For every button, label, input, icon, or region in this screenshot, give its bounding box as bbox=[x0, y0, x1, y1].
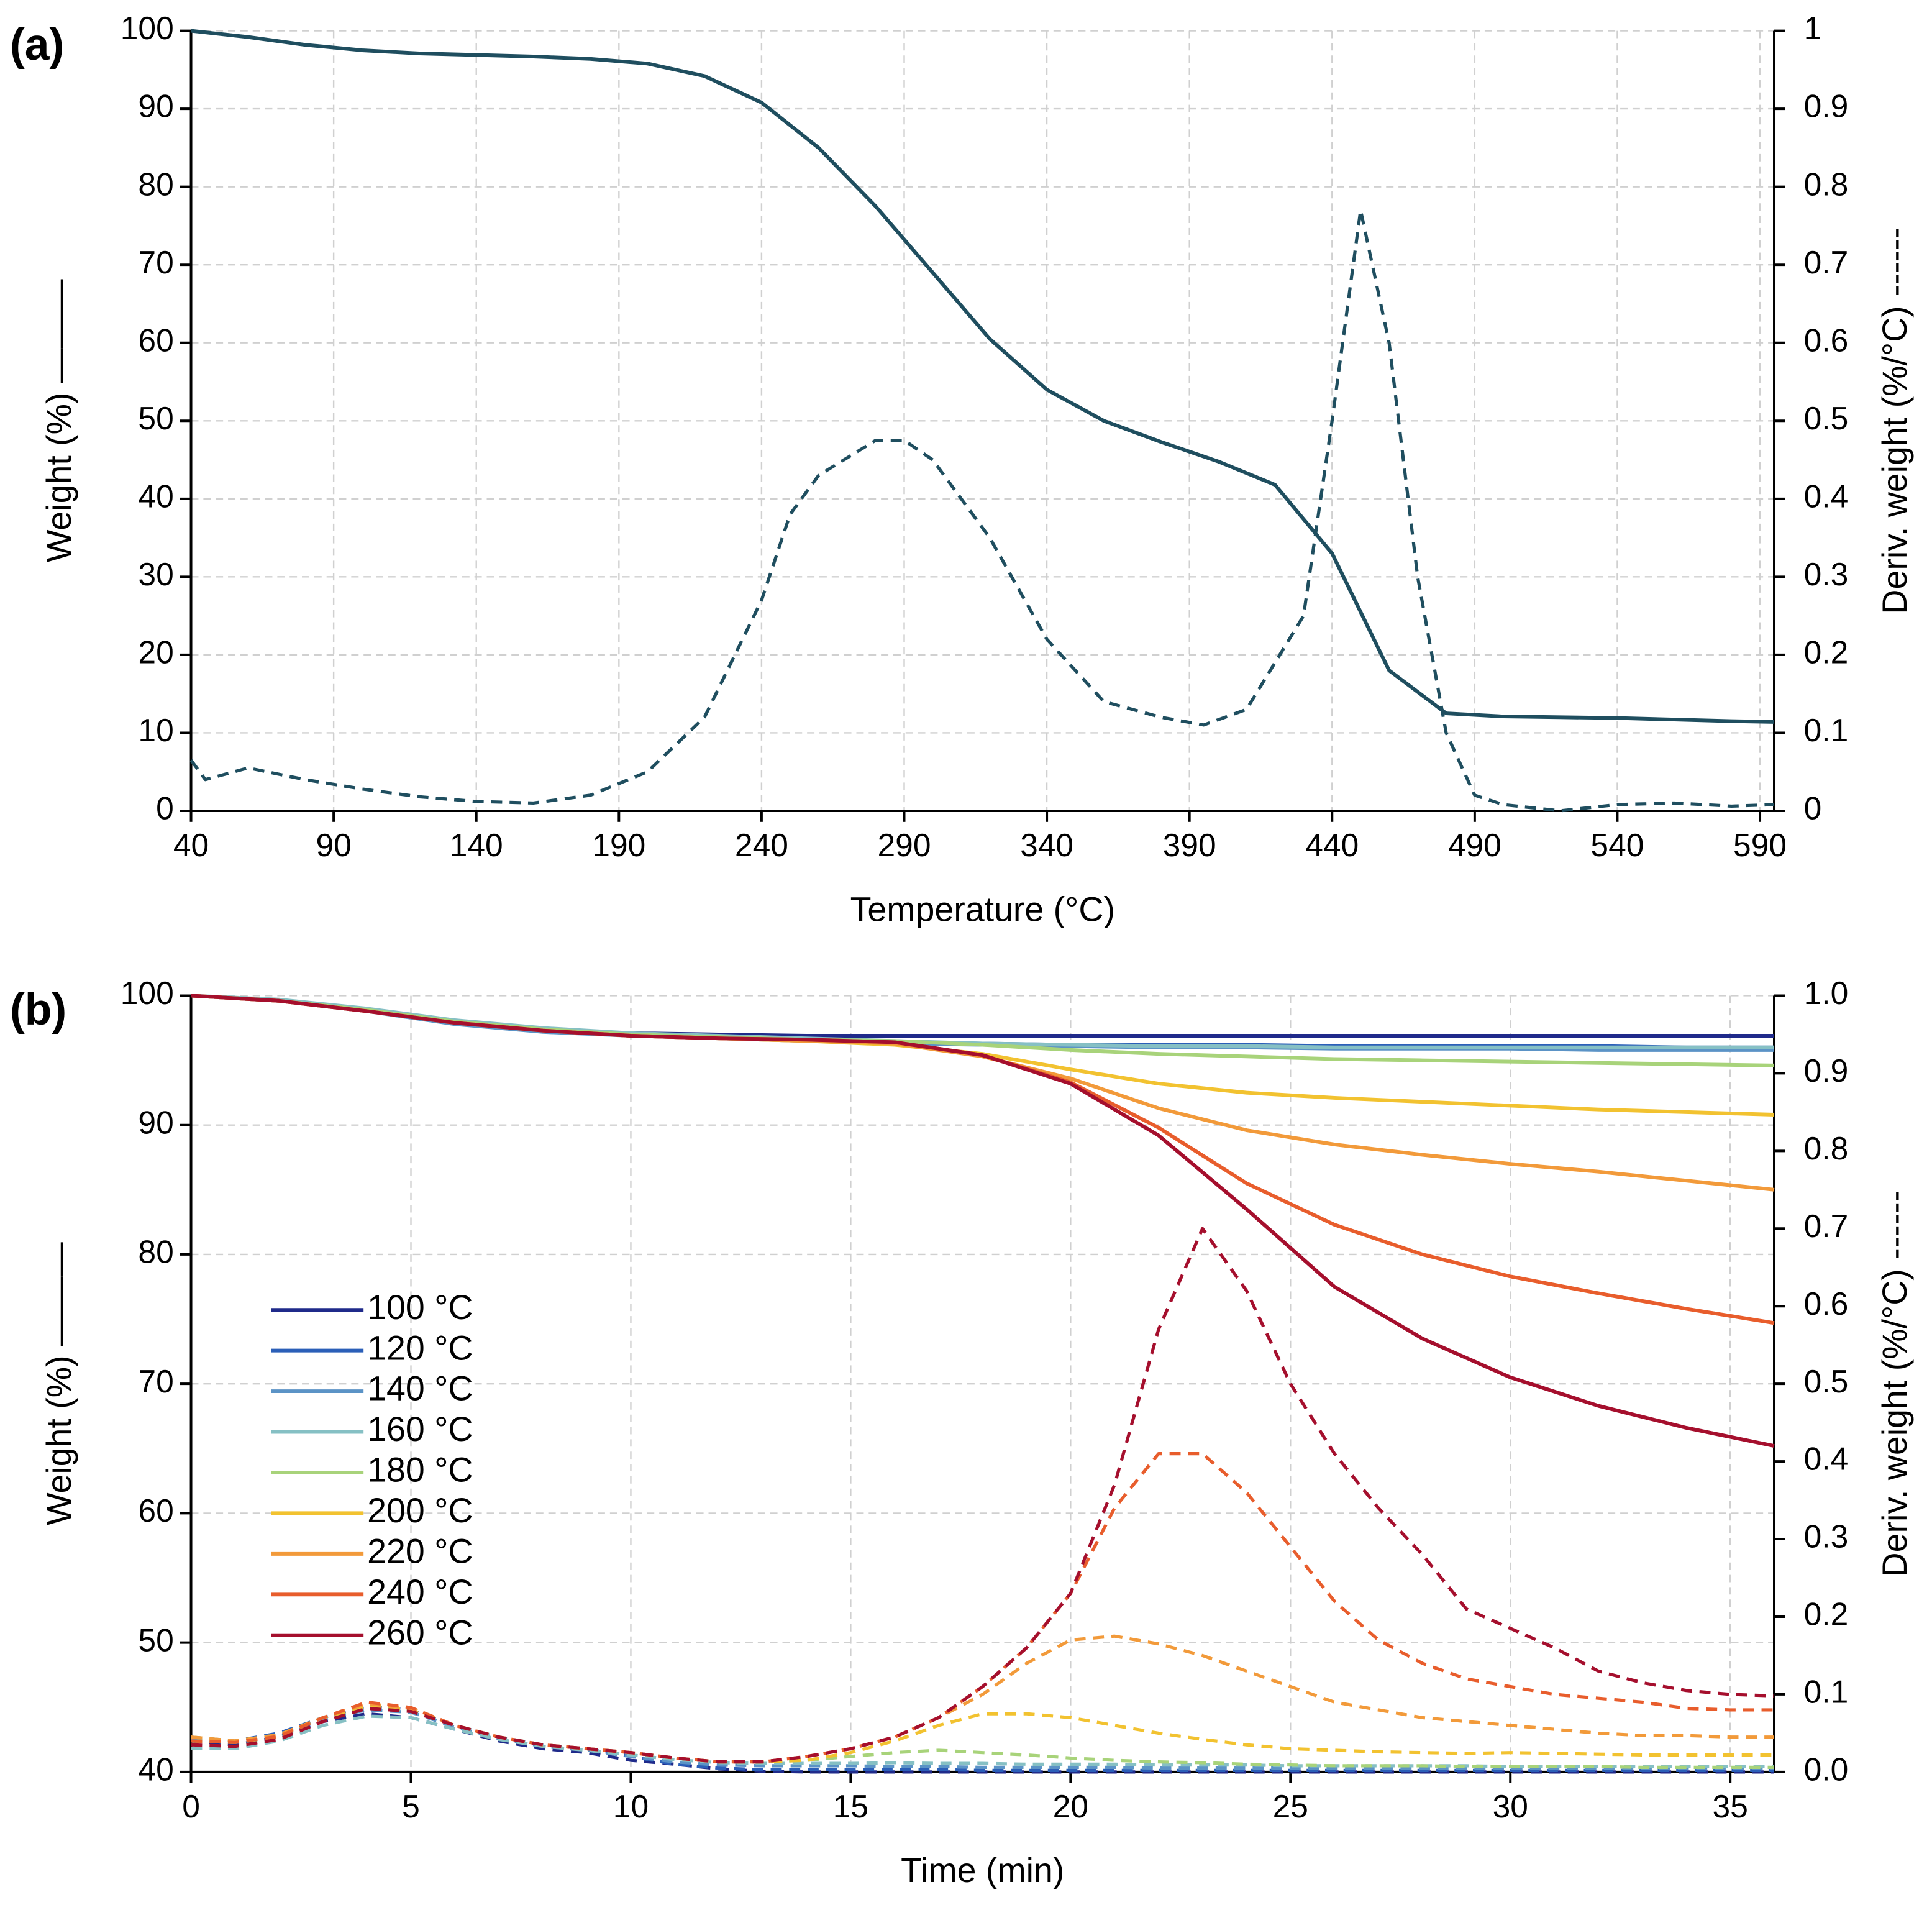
y2-tick-label: 0.5 bbox=[1804, 400, 1849, 436]
y2-tick-label: 0.1 bbox=[1804, 712, 1849, 748]
y-tick-label: 100 bbox=[121, 975, 174, 1011]
y2-tick-label: 0.5 bbox=[1804, 1363, 1849, 1399]
x-tick-label: 35 bbox=[1713, 1788, 1748, 1824]
y2-tick-label: 0.3 bbox=[1804, 1519, 1849, 1555]
x-tick-label: 290 bbox=[877, 827, 931, 863]
x-tick-label: 20 bbox=[1053, 1788, 1088, 1824]
y2-tick-label: 1.0 bbox=[1804, 975, 1849, 1011]
legend-label: 100 °C bbox=[367, 1288, 473, 1327]
x-tick-label: 15 bbox=[833, 1788, 868, 1824]
y-tick-label: 0 bbox=[156, 790, 174, 826]
legend-label: 160 °C bbox=[367, 1410, 473, 1448]
deriv-line bbox=[191, 1634, 1774, 1764]
x-tick-label: 25 bbox=[1273, 1788, 1308, 1824]
x-tick-label: 490 bbox=[1448, 827, 1501, 863]
panel-label: (a) bbox=[10, 20, 64, 70]
y-tick-label: 90 bbox=[138, 1104, 173, 1140]
x-tick-label: 30 bbox=[1493, 1788, 1528, 1824]
y-tick-label: 90 bbox=[138, 88, 173, 124]
y-tick-label: 80 bbox=[138, 166, 173, 202]
y-tick-label: 60 bbox=[138, 1492, 173, 1528]
y2-tick-label: 1 bbox=[1804, 10, 1822, 46]
deriv-line bbox=[191, 1714, 1774, 1768]
legend-label: 220 °C bbox=[367, 1532, 473, 1571]
y2-tick-label: 0.7 bbox=[1804, 244, 1849, 280]
x-tick-label: 240 bbox=[735, 827, 788, 863]
deriv-line bbox=[189, 208, 1775, 813]
y-tick-label: 100 bbox=[121, 10, 174, 46]
y-tick-label: 20 bbox=[138, 634, 173, 670]
x-tick-label: 140 bbox=[450, 827, 503, 863]
x-tick-label: 440 bbox=[1305, 827, 1359, 863]
y-tick-label: 40 bbox=[138, 1752, 173, 1788]
y-axis-label: Weight (%) ——— bbox=[40, 279, 78, 562]
y2-axis-label: Deriv. weight (%/°C) ------ bbox=[1875, 1190, 1914, 1578]
legend-label: 200 °C bbox=[367, 1491, 473, 1530]
weight-line bbox=[191, 994, 1775, 1448]
y2-tick-label: 0.9 bbox=[1804, 88, 1849, 124]
y2-tick-label: 0.1 bbox=[1804, 1674, 1849, 1710]
x-axis-label: Time (min) bbox=[901, 1851, 1064, 1889]
legend-label: 120 °C bbox=[367, 1328, 473, 1367]
legend-label: 240 °C bbox=[367, 1573, 473, 1611]
y2-tick-label: 0.4 bbox=[1804, 478, 1849, 514]
weight-line bbox=[191, 994, 1775, 1192]
y2-tick-label: 0.4 bbox=[1804, 1441, 1849, 1477]
deriv-line bbox=[191, 1227, 1775, 1764]
y-tick-label: 50 bbox=[138, 1622, 173, 1658]
x-tick-label: 590 bbox=[1733, 827, 1787, 863]
y-axis-label: Weight (%) ——— bbox=[40, 1242, 78, 1525]
legend-label: 260 °C bbox=[367, 1613, 473, 1652]
y2-tick-label: 0.3 bbox=[1804, 556, 1849, 592]
legend-label: 140 °C bbox=[367, 1369, 473, 1408]
y2-tick-label: 0.2 bbox=[1804, 1596, 1849, 1632]
legend-label: 180 °C bbox=[367, 1451, 473, 1489]
y2-tick-label: 0.6 bbox=[1804, 1286, 1849, 1322]
y2-axis-label: Deriv. weight (%/°C) ------ bbox=[1875, 227, 1914, 615]
deriv-line bbox=[191, 1704, 1774, 1769]
panel-label: (b) bbox=[10, 985, 66, 1035]
deriv-line bbox=[191, 1708, 1774, 1770]
deriv-line bbox=[191, 1704, 1774, 1764]
y-tick-label: 60 bbox=[138, 322, 173, 358]
y2-tick-label: 0.8 bbox=[1804, 166, 1849, 202]
x-tick-label: 190 bbox=[592, 827, 645, 863]
x-tick-label: 390 bbox=[1163, 827, 1216, 863]
y-tick-label: 70 bbox=[138, 1363, 173, 1399]
y2-tick-label: 0 bbox=[1804, 790, 1822, 826]
y-tick-label: 40 bbox=[138, 478, 173, 514]
x-tick-label: 0 bbox=[182, 1788, 200, 1824]
y2-tick-label: 0.0 bbox=[1804, 1752, 1849, 1788]
y2-tick-label: 0.9 bbox=[1804, 1053, 1849, 1089]
x-tick-label: 540 bbox=[1590, 827, 1644, 863]
y-tick-label: 70 bbox=[138, 244, 173, 280]
y2-tick-label: 0.2 bbox=[1804, 634, 1849, 670]
y-tick-label: 10 bbox=[138, 712, 173, 748]
y-tick-label: 50 bbox=[138, 400, 173, 436]
y2-tick-label: 0.8 bbox=[1804, 1130, 1849, 1166]
deriv-line bbox=[191, 1704, 1774, 1772]
y-tick-label: 80 bbox=[138, 1234, 173, 1270]
x-tick-label: 90 bbox=[316, 827, 351, 863]
weight-line bbox=[191, 29, 1775, 724]
y-tick-label: 30 bbox=[138, 556, 173, 592]
x-tick-label: 10 bbox=[613, 1788, 649, 1824]
x-axis-label: Temperature (°C) bbox=[850, 890, 1115, 928]
x-tick-label: 40 bbox=[173, 827, 209, 863]
y2-tick-label: 0.7 bbox=[1804, 1208, 1849, 1244]
x-tick-label: 340 bbox=[1020, 827, 1073, 863]
y2-tick-label: 0.6 bbox=[1804, 322, 1849, 358]
x-tick-label: 5 bbox=[402, 1788, 420, 1824]
